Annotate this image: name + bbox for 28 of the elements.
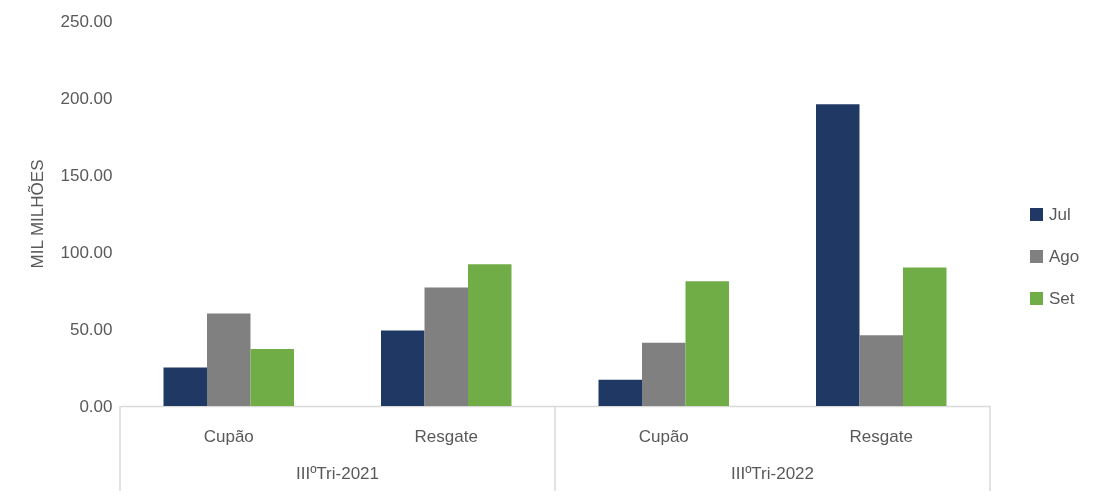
y-tick-label: 50.00 bbox=[69, 319, 113, 339]
bar bbox=[207, 313, 251, 406]
y-tick-label: 200.00 bbox=[60, 88, 113, 108]
bar bbox=[250, 349, 294, 406]
x-tick-label: Cupão bbox=[638, 426, 689, 446]
text: IIIºTri-2022 bbox=[730, 464, 815, 483]
x-tick-label: Cupão bbox=[203, 426, 254, 446]
bar bbox=[859, 335, 903, 406]
bar bbox=[163, 367, 207, 406]
x-tick-label: Resgate bbox=[414, 426, 478, 446]
y-tick-label: 150.00 bbox=[60, 165, 113, 185]
bar bbox=[642, 342, 686, 406]
x-tick-label: Resgate bbox=[849, 426, 913, 446]
y-axis-title: MIL MILHÕES bbox=[27, 159, 47, 269]
y-tick-label: 100.00 bbox=[60, 242, 113, 262]
legend-label: Jul bbox=[1049, 204, 1071, 224]
legend-label: Set bbox=[1049, 288, 1075, 308]
legend-label: Ago bbox=[1049, 246, 1080, 266]
bar bbox=[424, 287, 468, 406]
bar bbox=[598, 379, 642, 406]
bar bbox=[381, 330, 425, 406]
bar bbox=[816, 104, 860, 406]
bar bbox=[685, 281, 729, 406]
y-tick-label: 250.00 bbox=[60, 11, 113, 31]
y-tick-label: 0.00 bbox=[79, 396, 113, 416]
bar bbox=[903, 267, 947, 406]
bar bbox=[468, 264, 512, 406]
text: IIIºTri-2021 bbox=[295, 464, 380, 483]
